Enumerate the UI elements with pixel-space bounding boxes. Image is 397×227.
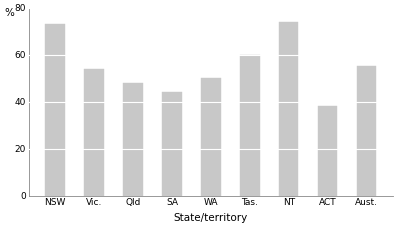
Bar bbox=[318, 106, 337, 195]
Bar bbox=[123, 83, 143, 195]
Bar bbox=[279, 22, 299, 195]
Bar bbox=[201, 78, 221, 195]
Bar bbox=[240, 55, 260, 195]
Y-axis label: %: % bbox=[4, 8, 14, 18]
Bar bbox=[85, 69, 104, 195]
Bar bbox=[46, 24, 65, 195]
X-axis label: State/territory: State/territory bbox=[174, 213, 248, 223]
Bar bbox=[162, 92, 182, 195]
Bar bbox=[357, 66, 376, 195]
